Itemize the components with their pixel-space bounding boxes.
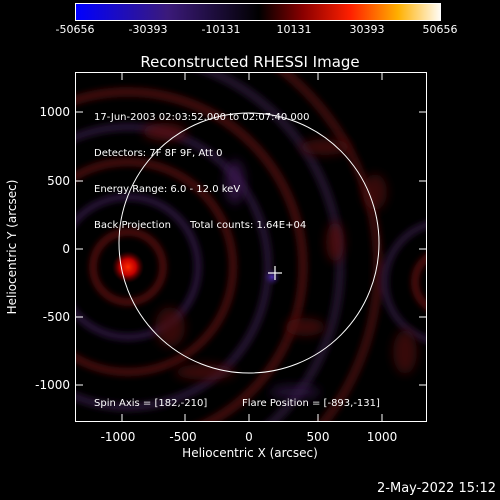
flare-source [112,251,144,283]
spin-axis-label: Spin Axis = [182,-210] [94,398,208,409]
y-tick-label: -500 [42,310,70,324]
info-method: Back Projection [94,220,171,231]
info-time-range: 17-Jun-2003 02:03:52.000 to 02:07:40.000 [94,112,310,123]
solar-limb-circle [118,112,380,374]
y-tick-label: -1000 [35,378,70,392]
colorbar-label-5: 50656 [422,23,458,36]
colorbar [75,3,441,21]
colorbar-label-2: -10131 [201,23,241,36]
y-axis-label: Heliocentric Y (arcsec) [5,179,19,315]
spin-axis-blob [263,268,281,286]
plot-axes-frame [75,72,427,422]
x-tick-label: 500 [306,430,330,444]
info-energy-range: Energy Range: 6.0 - 12.0 keV [94,184,241,195]
ring-artifacts [75,72,427,422]
x-tick-label: -500 [169,430,197,444]
info-total-counts: Total counts: 1.64E+04 [189,220,307,231]
colorbar-label-3: 10131 [276,23,312,36]
colorbar-label-4: 30393 [349,23,385,36]
x-axis-label: Heliocentric X (arcsec) [182,446,318,460]
x-tick-label: -1000 [100,430,136,444]
y-tick-label: 500 [47,174,70,188]
spin-axis-marker [268,266,282,280]
x-tick-label: 1000 [366,430,398,444]
colorbar-label-0: -50656 [55,23,95,36]
tick-marks [75,72,427,422]
plot-title: Reconstructed RHESSI Image [140,53,360,71]
x-tick-label: 0 [245,430,253,444]
colorbar-label-1: -30393 [128,23,168,36]
y-tick-label: 1000 [39,105,70,119]
plot-date: 2-May-2022 15:12 [377,481,496,496]
observation-info: 17-Jun-2003 02:03:52.000 to 02:07:40.000… [94,88,310,244]
flare-position-label: Flare Position = [-893,-131] [242,398,380,409]
noise-blotches [143,123,417,399]
y-tick-label: 0 [62,242,70,256]
rhessi-image-plot [75,72,427,422]
info-detectors: Detectors: 7F 8F 9F, Att 0 [94,148,223,159]
